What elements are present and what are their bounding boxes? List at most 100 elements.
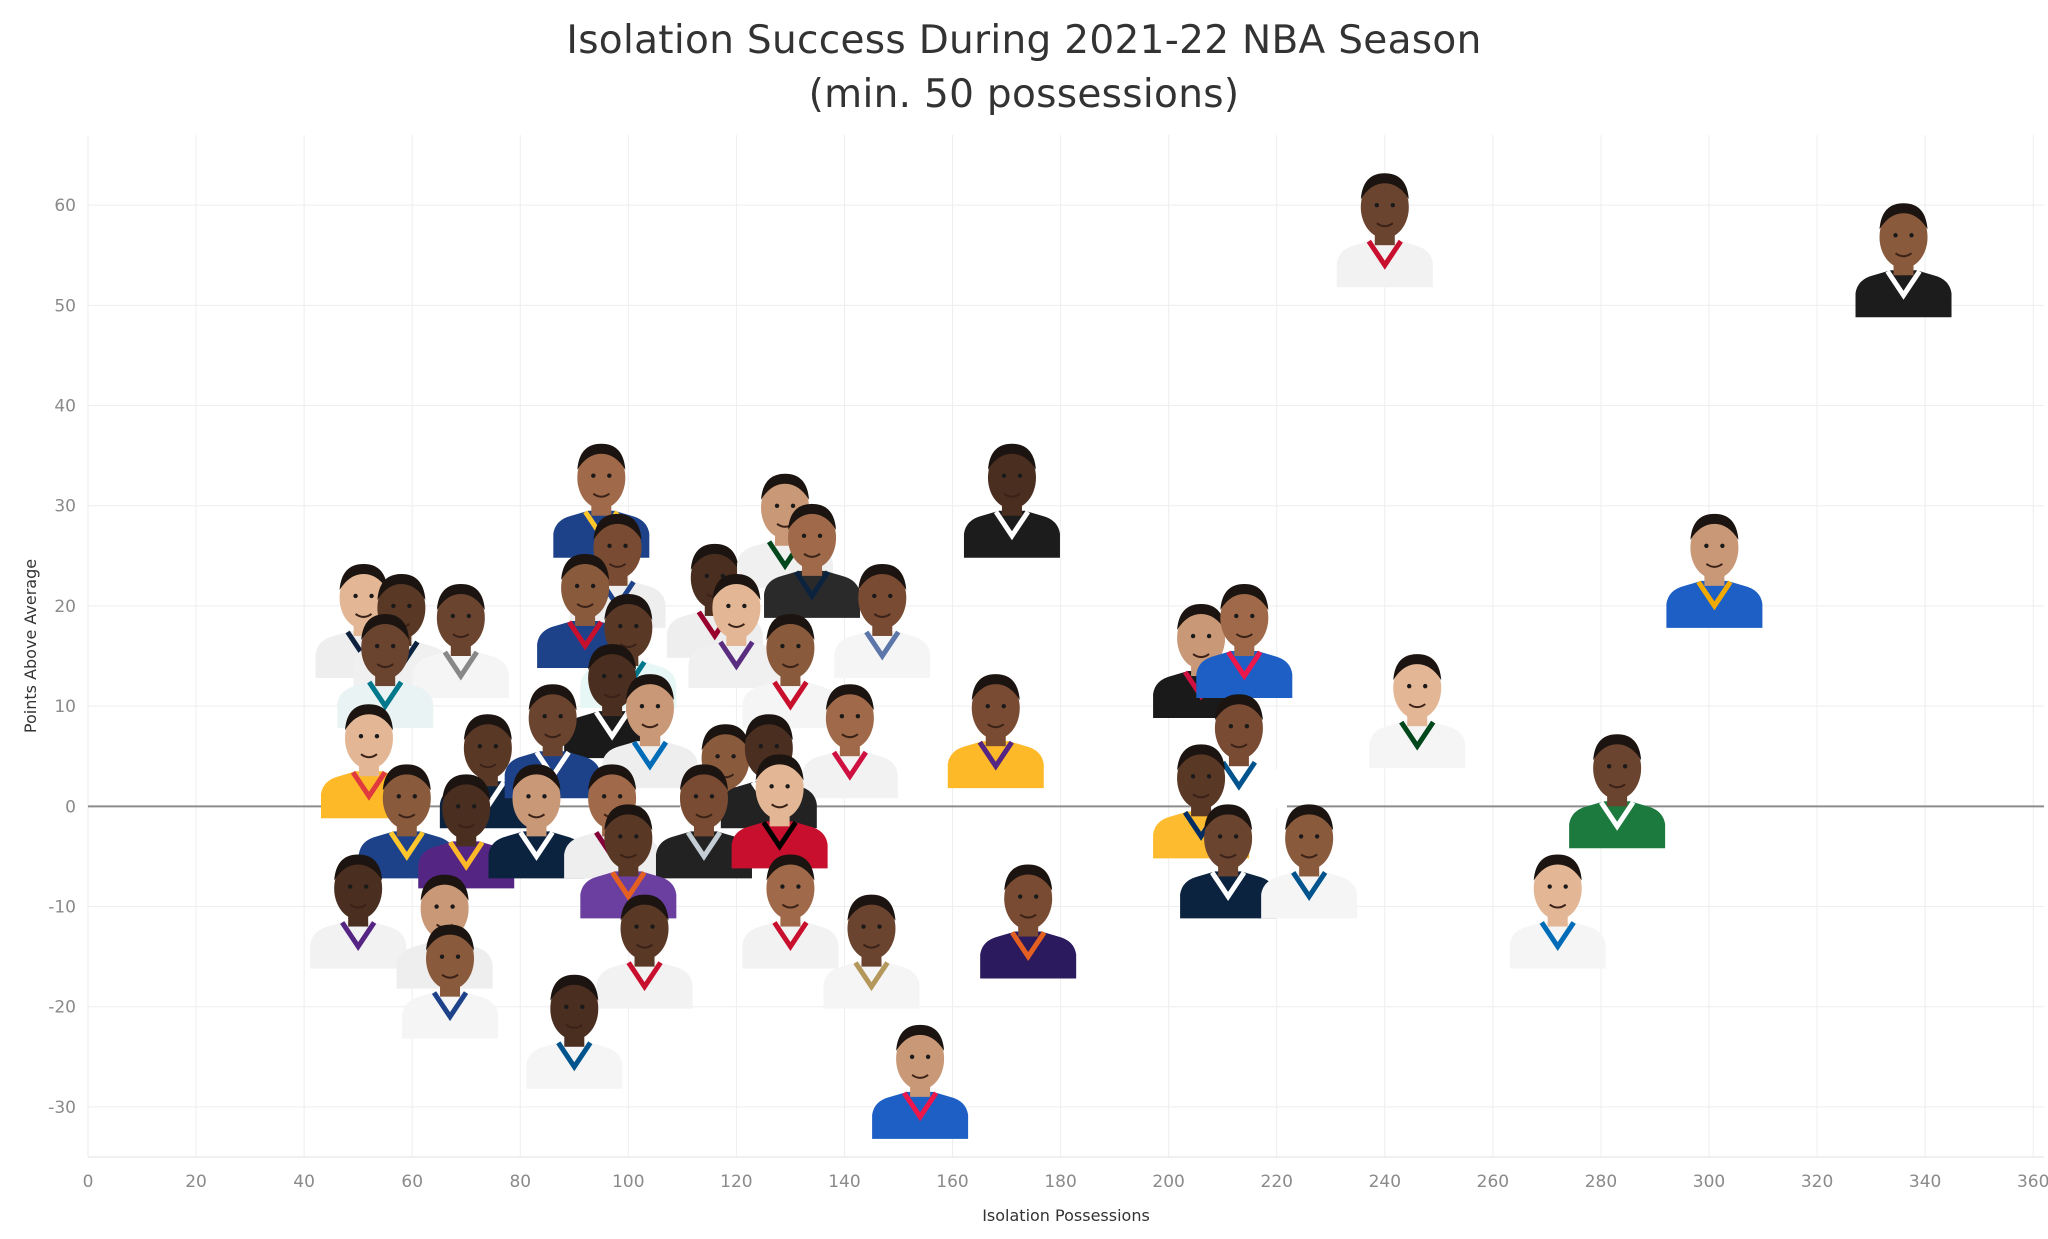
jersey-collar [1539, 921, 1576, 952]
eye-left [769, 784, 774, 789]
eye-left [1228, 724, 1234, 729]
head-shape [1285, 807, 1334, 870]
head-shape [1214, 697, 1263, 760]
eye-left [715, 754, 720, 759]
mouth [1230, 743, 1248, 749]
mouth [619, 643, 637, 649]
jersey-collar [367, 680, 404, 711]
hair-shape [550, 974, 599, 1001]
head-shape [442, 777, 491, 840]
player-headshot-point [834, 563, 931, 678]
x-tick-label: 100 [612, 1172, 644, 1192]
y-tick-label: -30 [48, 1098, 76, 1118]
mouth [771, 803, 789, 809]
hair-shape [588, 764, 637, 791]
mouth [608, 563, 627, 568]
mouth [781, 903, 800, 909]
head-shape [679, 767, 728, 830]
jersey-collar [448, 840, 485, 871]
player-headshot-point [310, 854, 407, 969]
mouth [1705, 563, 1723, 568]
y-tick-label: 0 [65, 797, 76, 817]
x-tick-label: 260 [1477, 1172, 1509, 1192]
head-shape [550, 977, 599, 1040]
player-headshot-point [688, 573, 785, 688]
eye-right [655, 703, 661, 709]
hair-shape [701, 724, 750, 751]
eye-right [542, 794, 547, 799]
eye-left [839, 713, 845, 719]
hair-shape [420, 874, 469, 901]
eye-left [639, 703, 645, 709]
eye-right [607, 473, 612, 478]
mouth [987, 723, 1005, 729]
mouth [349, 903, 367, 909]
mouth [398, 813, 416, 819]
head-shape [420, 877, 469, 940]
jersey-collar [718, 640, 755, 671]
head-shape [334, 857, 383, 920]
eye-left [1298, 834, 1304, 839]
head-shape [620, 897, 669, 960]
hair-shape [1220, 584, 1269, 610]
hair-shape [528, 684, 577, 711]
head-shape [382, 767, 431, 830]
eye-right [877, 924, 882, 929]
eye-right [455, 954, 461, 959]
eye-right [412, 794, 417, 799]
axis-tick-labels: 0 20 40 60 80 100 120 140 160 180 200 220 240 260 280 3… [48, 196, 2048, 1192]
eye-left [358, 734, 364, 739]
x-tick-label: 60 [401, 1172, 423, 1192]
head-shape [561, 556, 610, 619]
hair-shape [344, 704, 393, 731]
eye-left [1234, 613, 1239, 619]
y-tick-label: 10 [54, 697, 76, 717]
hair-shape [766, 854, 815, 881]
eye-right [1033, 894, 1039, 899]
eye-left [456, 804, 461, 809]
eye-left [607, 543, 612, 549]
head-shape [339, 566, 388, 629]
eye-left [542, 713, 547, 719]
mouth [803, 553, 821, 558]
x-tick-label: 20 [185, 1172, 207, 1192]
chart-subtitle: (min. 50 possessions) [808, 72, 1240, 117]
eye-right [1390, 202, 1395, 208]
head-shape [755, 757, 804, 820]
player-headshot-point [1336, 173, 1433, 288]
x-tick-label: 40 [293, 1172, 315, 1192]
x-tick-label: 0 [83, 1172, 94, 1192]
eye-right [796, 884, 801, 889]
x-tick-label: 280 [1585, 1172, 1617, 1192]
hair-shape [679, 764, 728, 791]
eye-right [1314, 834, 1320, 839]
eye-right [1423, 683, 1428, 689]
hair-shape [690, 543, 739, 570]
head-shape [577, 446, 626, 509]
eye-right [731, 754, 736, 759]
mouth [452, 633, 470, 638]
player-headshot-point [1666, 513, 1763, 628]
eye-left [1001, 473, 1007, 478]
hair-shape [1533, 854, 1582, 881]
y-tick-label: 20 [54, 597, 76, 617]
chart-title: Isolation Success During 2021-22 NBA Sea… [566, 18, 1482, 63]
mouth [695, 813, 713, 819]
player-headshot-point [823, 894, 920, 1009]
mouth [1894, 252, 1913, 258]
head-shape [1879, 206, 1928, 269]
eye-right [590, 583, 596, 589]
hair-shape [442, 774, 491, 801]
head-shape [1393, 657, 1442, 720]
jersey-collar [610, 871, 647, 901]
eye-left [477, 744, 483, 749]
player-headshot-point [580, 804, 677, 919]
eye-left [601, 794, 607, 799]
jersey-collar [1399, 720, 1436, 751]
eye-right [558, 713, 563, 719]
player-headshot-point [655, 764, 752, 879]
jersey-collar [442, 650, 479, 681]
jersey-collar [340, 921, 377, 952]
eye-left [780, 884, 785, 889]
hair-shape [1214, 694, 1263, 721]
